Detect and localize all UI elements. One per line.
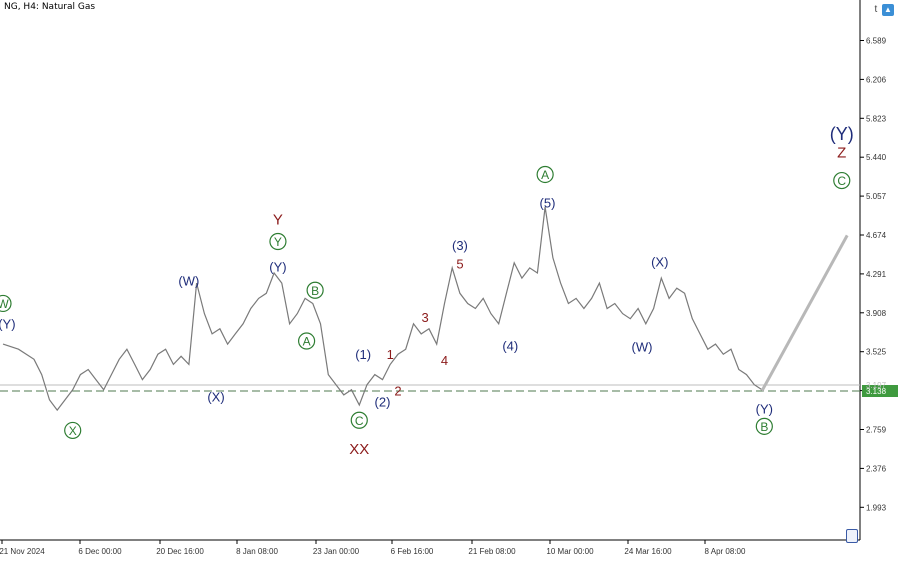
x-tick-label: 6 Dec 00:00 bbox=[78, 547, 122, 556]
wave-circle bbox=[0, 294, 12, 313]
wave-label: A bbox=[541, 168, 549, 182]
wave-label: 5 bbox=[456, 256, 463, 271]
wave-label: (3) bbox=[452, 238, 468, 253]
y-tick-label: 2.759 bbox=[866, 426, 887, 435]
chart-corner-tools[interactable]: t ▲ bbox=[872, 4, 894, 16]
y-tick-label: 2.376 bbox=[866, 464, 887, 473]
wave-circle bbox=[298, 332, 316, 350]
x-tick-label: 23 Jan 00:00 bbox=[313, 547, 360, 556]
wave-label: 4 bbox=[441, 353, 448, 368]
wave-label: (Y) bbox=[0, 316, 16, 331]
symbol-label: NG, H4: Natural Gas bbox=[4, 2, 96, 12]
price-series-line bbox=[2, 206, 763, 412]
wave-circle bbox=[269, 232, 287, 251]
wave-label: (4) bbox=[502, 339, 518, 354]
wave-label: B bbox=[760, 420, 768, 434]
y-tick-label: 5.440 bbox=[866, 153, 887, 162]
y-tick-label: 5.057 bbox=[866, 192, 887, 201]
y-tick-label: 6.589 bbox=[866, 37, 887, 46]
price-tag-box bbox=[862, 385, 898, 398]
wave-label: W bbox=[0, 297, 9, 311]
wave-label: (5) bbox=[540, 195, 556, 210]
wave-label: (1) bbox=[355, 347, 371, 362]
wave-label: C bbox=[837, 174, 846, 188]
wave-circle bbox=[306, 281, 324, 299]
wave-label: X bbox=[69, 424, 77, 438]
wave-label: Z bbox=[837, 144, 846, 161]
wave-label: (2) bbox=[375, 395, 391, 410]
wave-label: (X) bbox=[651, 254, 668, 269]
settings-icon[interactable] bbox=[846, 529, 858, 543]
wave-label: (W) bbox=[631, 340, 652, 355]
wave-label: (Y) bbox=[830, 124, 854, 144]
y-tick-label: 3.908 bbox=[866, 309, 887, 318]
wave-circle bbox=[755, 417, 773, 435]
wave-circle bbox=[64, 421, 82, 440]
y-tick-label: 1.993 bbox=[866, 503, 887, 512]
x-tick-label: 21 Feb 08:00 bbox=[468, 547, 516, 556]
wave-label: 3 bbox=[421, 310, 428, 325]
wave-label: (X) bbox=[207, 389, 224, 404]
wave-label: Y bbox=[274, 235, 282, 249]
wave-label: (W) bbox=[178, 274, 199, 289]
wave-label: (Y) bbox=[756, 402, 773, 417]
x-tick-label: 24 Mar 16:00 bbox=[624, 547, 672, 556]
wave-label: XX bbox=[349, 441, 369, 458]
wave-label: B bbox=[311, 284, 319, 298]
y-tick-label: 3.525 bbox=[866, 348, 887, 357]
x-tick-label: 10 Mar 00:00 bbox=[546, 547, 594, 556]
corner-text: t bbox=[874, 4, 878, 15]
wave-label: A bbox=[303, 335, 311, 349]
wave-circle bbox=[536, 165, 554, 184]
wave-label: Y bbox=[273, 211, 283, 228]
wave-label: (Y) bbox=[269, 259, 286, 274]
forecast-line bbox=[760, 234, 849, 392]
wave-label: 1 bbox=[387, 347, 394, 362]
wave-label: 2 bbox=[394, 383, 401, 398]
price-tag-label: 3.138 bbox=[866, 387, 887, 396]
wave-circle bbox=[350, 411, 368, 429]
x-tick-label: 8 Apr 08:00 bbox=[705, 547, 746, 556]
wave-label: C bbox=[355, 414, 364, 428]
y-tick-label: 5.823 bbox=[866, 114, 887, 123]
wave-circle bbox=[833, 171, 851, 190]
upper-price-label: 3.197 bbox=[866, 381, 887, 390]
x-tick-label: 8 Jan 08:00 bbox=[236, 547, 278, 556]
y-tick-label: 6.206 bbox=[866, 75, 887, 84]
y-tick-label: 4.674 bbox=[866, 231, 887, 240]
graduation-cap-icon[interactable]: ▲ bbox=[882, 4, 894, 16]
x-tick-label: 20 Dec 16:00 bbox=[156, 547, 204, 556]
y-tick-label: 4.291 bbox=[866, 270, 887, 279]
x-tick-label: 21 Nov 2024 bbox=[0, 547, 45, 556]
x-tick-label: 6 Feb 16:00 bbox=[391, 547, 434, 556]
